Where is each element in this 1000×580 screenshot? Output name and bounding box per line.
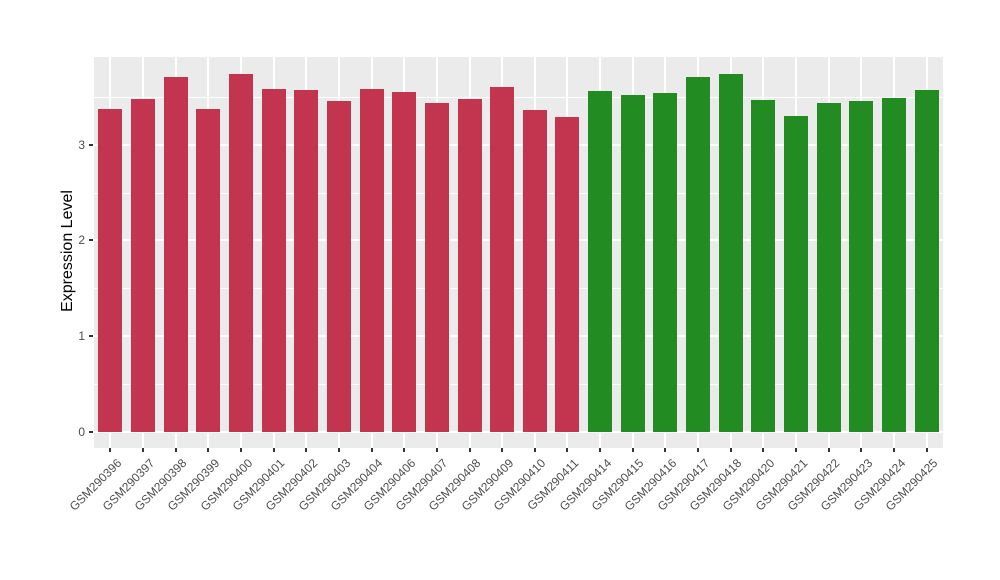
x-tick-mark bbox=[925, 448, 928, 452]
x-tick-mark bbox=[141, 448, 144, 452]
gridline-h-major bbox=[94, 335, 943, 338]
x-tick-mark bbox=[566, 448, 569, 452]
x-tick-mark bbox=[729, 448, 732, 452]
x-tick-mark bbox=[664, 448, 667, 452]
bar-GSM290397 bbox=[130, 98, 155, 432]
bar-GSM290398 bbox=[163, 76, 188, 432]
x-tick-mark bbox=[501, 448, 504, 452]
bar-GSM290402 bbox=[294, 89, 319, 432]
x-tick-mark bbox=[827, 448, 830, 452]
x-tick-mark bbox=[533, 448, 536, 452]
y-tick-label: 2 bbox=[78, 233, 85, 248]
x-tick-mark bbox=[435, 448, 438, 452]
bar-GSM290403 bbox=[326, 101, 351, 432]
y-tick-mark bbox=[89, 239, 93, 242]
x-tick-mark bbox=[370, 448, 373, 452]
bar-GSM290409 bbox=[490, 87, 515, 432]
bar-GSM290418 bbox=[718, 73, 743, 432]
y-tick-label: 1 bbox=[78, 329, 85, 344]
gridline-h-major bbox=[94, 431, 943, 433]
bar-GSM290425 bbox=[914, 89, 939, 432]
bar-GSM290415 bbox=[620, 94, 645, 432]
bar-GSM290396 bbox=[98, 109, 123, 432]
x-tick-mark bbox=[795, 448, 798, 452]
bar-GSM290411 bbox=[555, 116, 580, 432]
chart-panel bbox=[94, 57, 943, 448]
x-tick-mark bbox=[272, 448, 275, 452]
gridline-h-major bbox=[94, 239, 943, 242]
x-tick-mark bbox=[468, 448, 471, 452]
bar-GSM290400 bbox=[228, 73, 253, 432]
x-tick-mark bbox=[207, 448, 210, 452]
bar-GSM290401 bbox=[261, 89, 286, 432]
y-tick-mark bbox=[89, 143, 93, 146]
gridline-h-minor bbox=[94, 192, 943, 194]
gridline-h-minor bbox=[94, 96, 943, 98]
bar-GSM290408 bbox=[457, 98, 482, 432]
y-tick-label: 3 bbox=[78, 137, 85, 152]
x-tick-mark bbox=[893, 448, 896, 452]
bar-GSM290399 bbox=[196, 109, 221, 432]
x-tick-mark bbox=[697, 448, 700, 452]
gridline-h-minor bbox=[94, 384, 943, 386]
bar-GSM290406 bbox=[392, 91, 417, 432]
bar-GSM290420 bbox=[751, 99, 776, 432]
bar-GSM290423 bbox=[849, 101, 874, 432]
bar-GSM290410 bbox=[522, 110, 547, 432]
bar-GSM290407 bbox=[424, 103, 449, 432]
x-tick-mark bbox=[337, 448, 340, 452]
bar-GSM290414 bbox=[588, 90, 613, 432]
x-tick-mark bbox=[239, 448, 242, 452]
bar-GSM290417 bbox=[686, 76, 711, 432]
x-tick-mark bbox=[403, 448, 406, 452]
y-axis-title: Expression Level bbox=[59, 190, 76, 312]
bar-GSM290422 bbox=[816, 103, 841, 432]
bar-GSM290416 bbox=[653, 92, 678, 432]
x-tick-mark bbox=[599, 448, 602, 452]
x-tick-mark bbox=[305, 448, 308, 452]
gridline-h-minor bbox=[94, 288, 943, 290]
x-tick-mark bbox=[631, 448, 634, 452]
y-tick-mark bbox=[89, 431, 93, 433]
y-tick-label: 0 bbox=[78, 425, 85, 439]
x-tick-mark bbox=[860, 448, 863, 452]
x-tick-mark bbox=[174, 448, 177, 452]
x-tick-mark bbox=[109, 448, 112, 452]
y-tick-mark bbox=[89, 335, 93, 338]
x-tick-mark bbox=[762, 448, 765, 452]
bar-GSM290404 bbox=[359, 89, 384, 432]
gridline-h-major bbox=[94, 143, 943, 146]
bar-GSM290421 bbox=[784, 115, 809, 432]
bar-GSM290424 bbox=[882, 97, 907, 432]
